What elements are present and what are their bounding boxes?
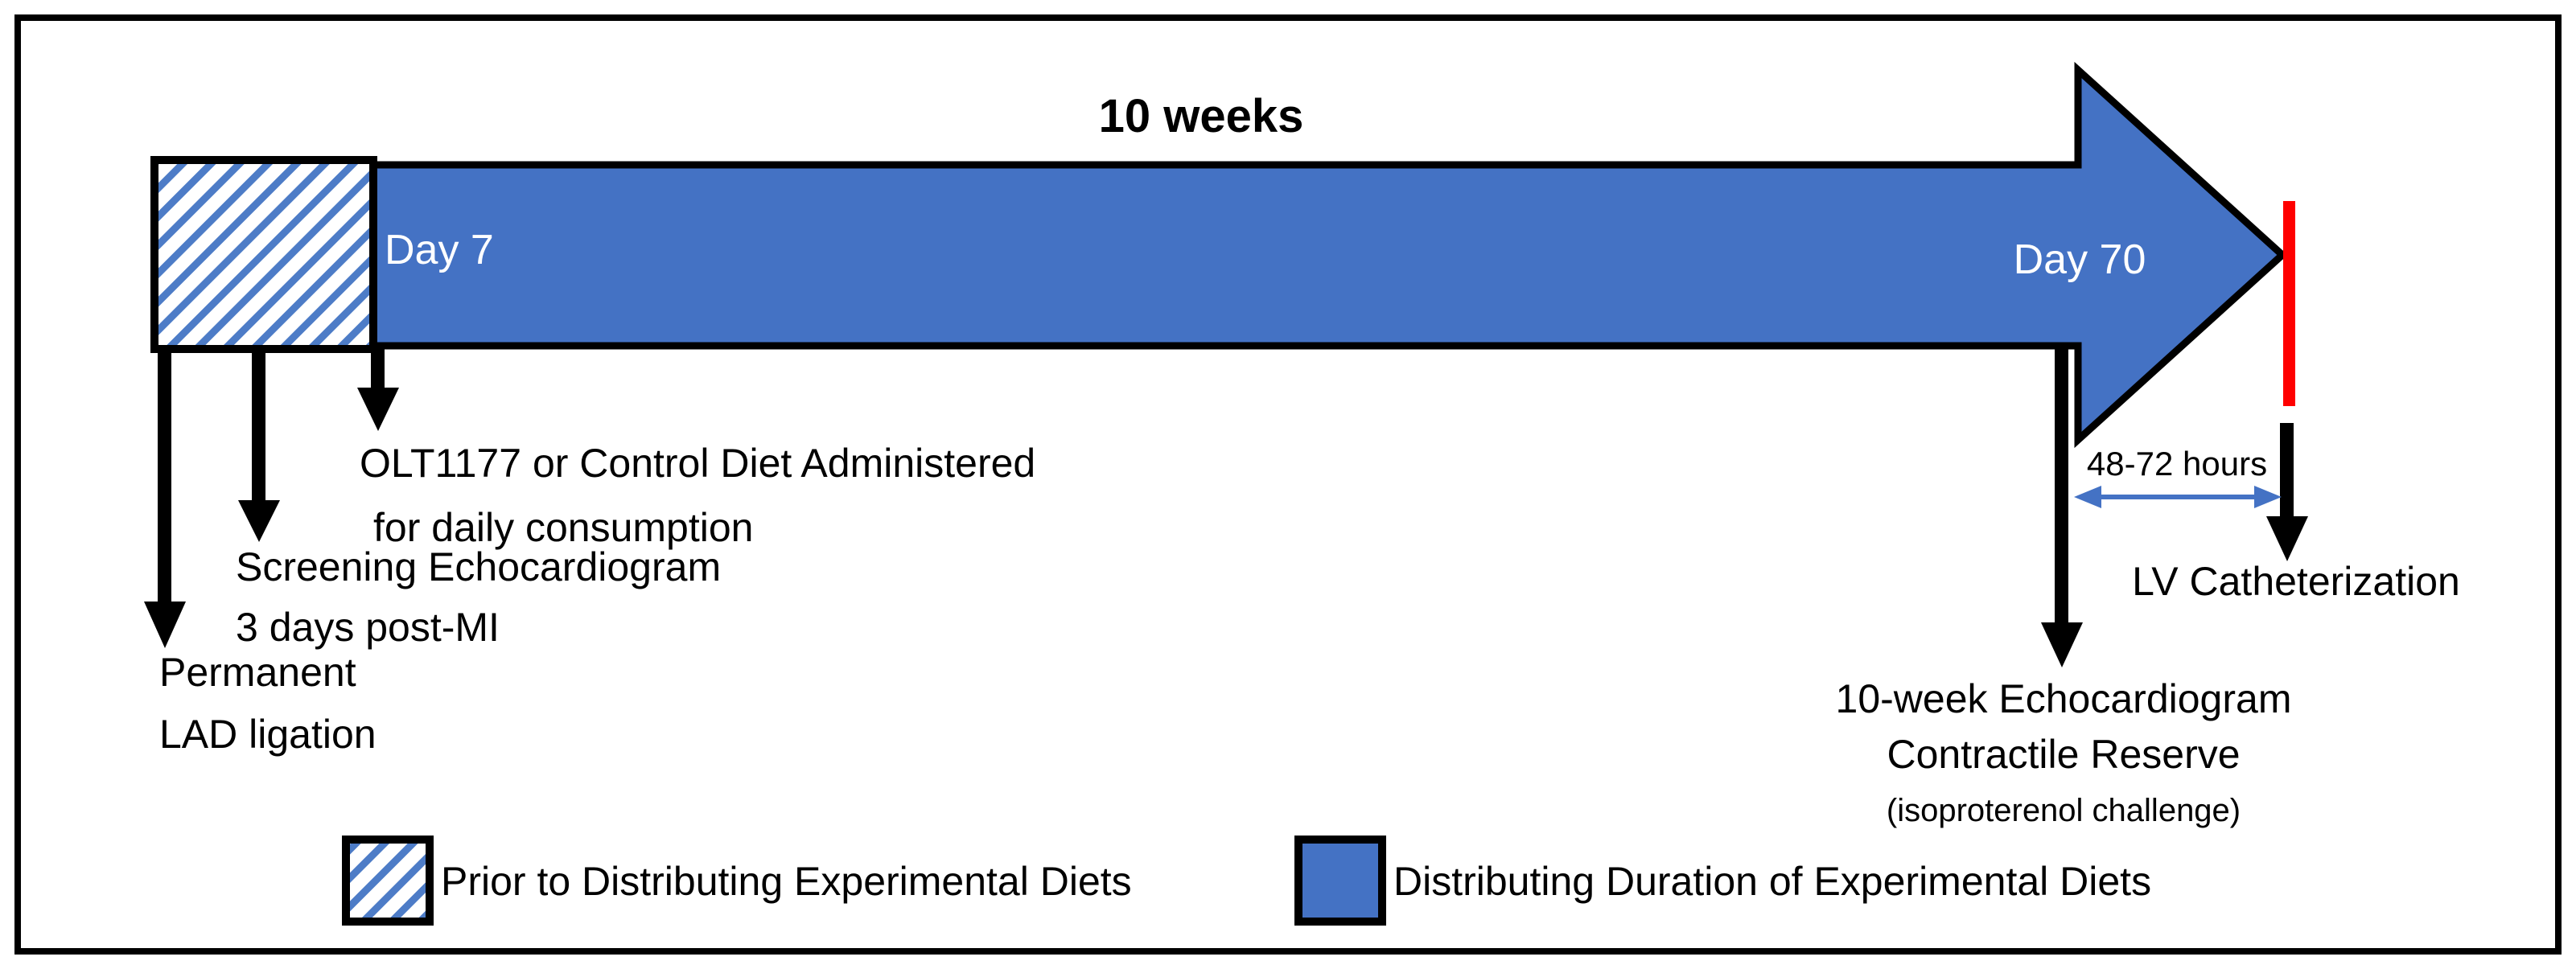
- arrow-head: [2041, 622, 2083, 667]
- lad-annotation-line2: LAD ligation: [159, 712, 377, 757]
- timeline-start-label: Day 7: [385, 227, 494, 273]
- echo-annotation-line1: 10-week Echocardiogram: [1835, 676, 2292, 721]
- diet-annotation-line2: for daily consumption: [373, 505, 754, 550]
- arrow-shaft: [158, 346, 171, 605]
- diet-annotation-line1: OLT1177 or Control Diet Administered: [360, 441, 1036, 486]
- lv-catheterization-label: LV Catheterization: [2132, 559, 2460, 604]
- timeline-end-label: Day 70: [2013, 236, 2146, 283]
- legend-swatch-during: [1294, 836, 1386, 926]
- event-arrow-10week-echo: [2041, 346, 2083, 667]
- event-arrow-screening-echo: [238, 346, 280, 542]
- pre-diet-hatched-box: [150, 156, 377, 353]
- echo-annotation-line3: (isoproterenol challenge): [1886, 793, 2241, 828]
- arrow-shaft: [2055, 346, 2068, 626]
- arrow-head: [238, 500, 280, 542]
- event-arrow-lv-catheterization: [2266, 423, 2308, 561]
- interval-arrow-left-head: [2074, 486, 2101, 508]
- event-arrow-diet-start: [357, 347, 399, 431]
- arrow-shaft: [371, 347, 385, 391]
- echo-annotation-line2: Contractile Reserve: [1887, 732, 2241, 777]
- arrow-head: [2266, 516, 2308, 561]
- lad-annotation-line1: Permanent: [159, 650, 356, 695]
- endpoint-marker: [2283, 201, 2295, 406]
- screening-annotation-line2: 3 days post-MI: [236, 605, 500, 650]
- screening-annotation-line1: Screening Echocardiogram: [236, 544, 722, 589]
- interval-double-arrow: [2074, 486, 2282, 508]
- legend-label-prior: Prior to Distributing Experimental Diets: [441, 859, 1132, 904]
- timeline-arrow: [368, 61, 2288, 449]
- arrow-shaft: [2280, 423, 2294, 519]
- arrow-head: [357, 388, 399, 431]
- figure-border: [14, 14, 2562, 955]
- event-arrow-lad-ligation: [144, 346, 186, 648]
- arrow-head: [144, 602, 186, 648]
- legend-swatch-prior: [342, 836, 434, 926]
- interval-label: 48-72 hours: [2086, 445, 2268, 482]
- arrow-shaft: [252, 346, 265, 503]
- interval-arrow-right-head: [2254, 486, 2282, 508]
- legend-label-during: Distributing Duration of Experimental Di…: [1393, 859, 2152, 904]
- timeline-duration-label: 10 weeks: [1098, 90, 1304, 142]
